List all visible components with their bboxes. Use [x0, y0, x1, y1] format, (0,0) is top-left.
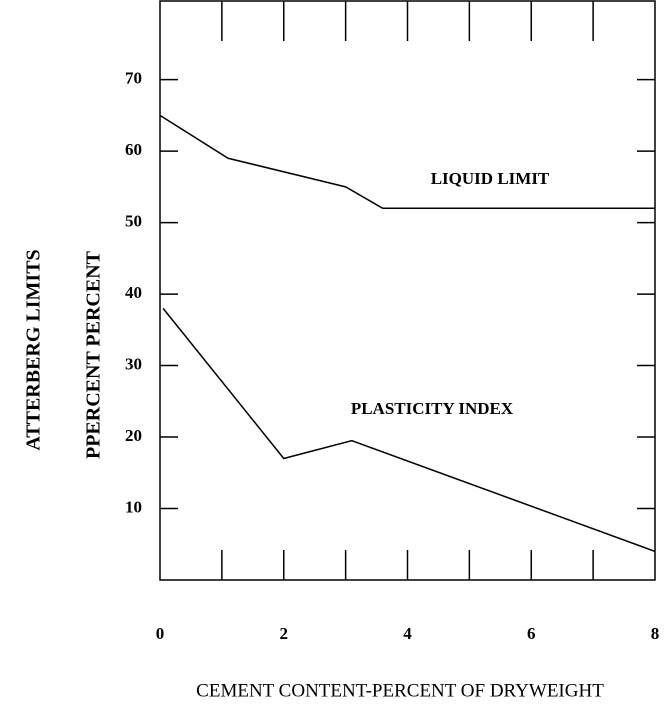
line: [159, 114, 655, 210]
y-axis-label: ATTERBERG LIMITS: [23, 249, 45, 450]
y-tick-label: 60: [125, 140, 142, 159]
y-tick-label: 20: [125, 426, 142, 445]
line: [162, 307, 656, 553]
y-tick-label: 40: [125, 283, 142, 302]
y-tick-label: 50: [125, 211, 142, 230]
x-tick-label: 4: [403, 624, 412, 643]
y-tick-label: 10: [125, 497, 142, 516]
x-tick-label: 0: [156, 624, 165, 643]
y-tick-label: 30: [125, 354, 142, 373]
x-tick-label: 2: [280, 624, 289, 643]
y-axis-label: PPERCENT PERCENT: [83, 250, 105, 459]
x-tick-label: 8: [651, 624, 660, 643]
annotation: PLASTICITY INDEX: [351, 399, 514, 418]
annotation: LIQUID LIMIT: [431, 169, 550, 188]
plot-frame: [159, 0, 656, 581]
x-tick-label: 6: [527, 624, 536, 643]
x-axis-label: CEMENT CONTENT-PERCENT OF DRYWEIGHT: [196, 680, 604, 701]
y-tick-label: 70: [125, 69, 142, 88]
